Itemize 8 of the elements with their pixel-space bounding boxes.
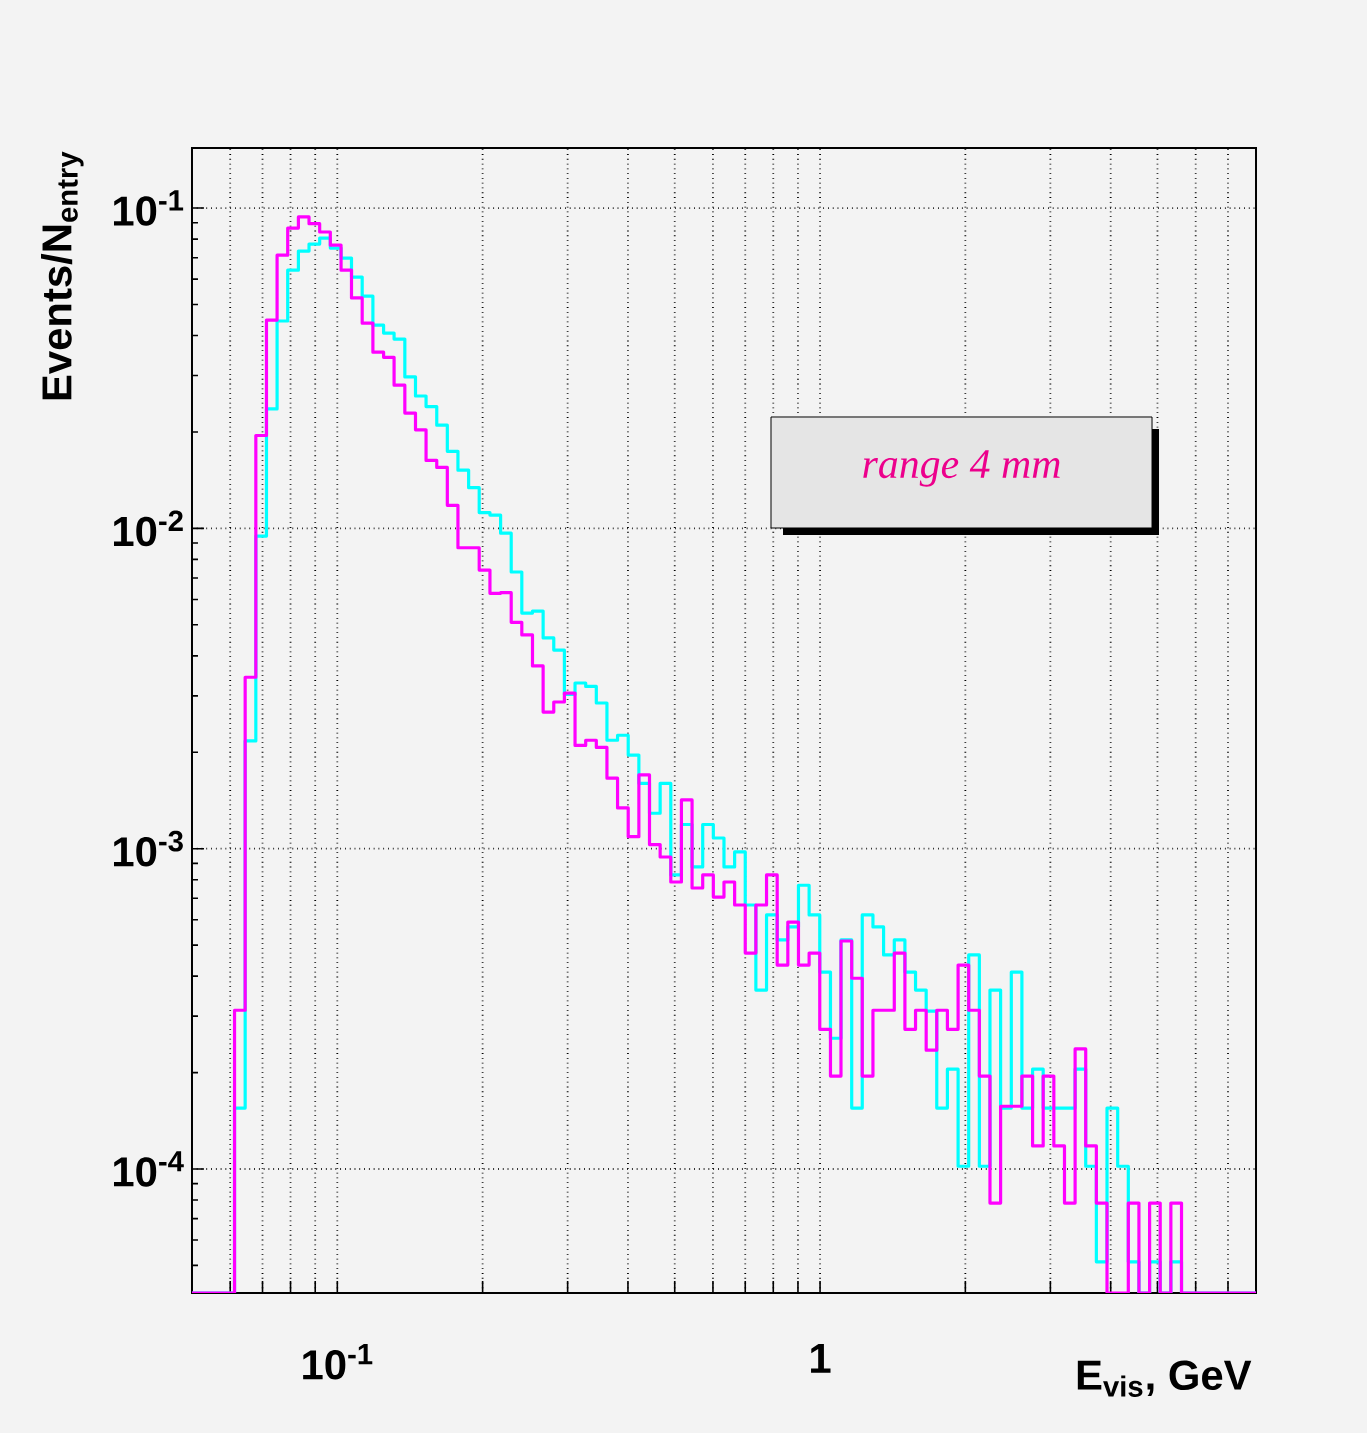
y-tick-label: 10$^{-2}$ [114,510,183,547]
y-axis-title: Events/N$_{entry}$ [41,151,84,400]
y-tick-label: 10$^{-4}$ [114,1151,184,1187]
y-tick-label: 10$^{-1}$ [114,190,184,226]
annotation: range 4 mm [863,450,1060,487]
x-tick-label: 1 [811,1344,831,1373]
y-tick-label: 10$^{-3}$ [114,830,183,867]
x-axis-title: E$_{vis}$, GeV [1077,1360,1252,1397]
